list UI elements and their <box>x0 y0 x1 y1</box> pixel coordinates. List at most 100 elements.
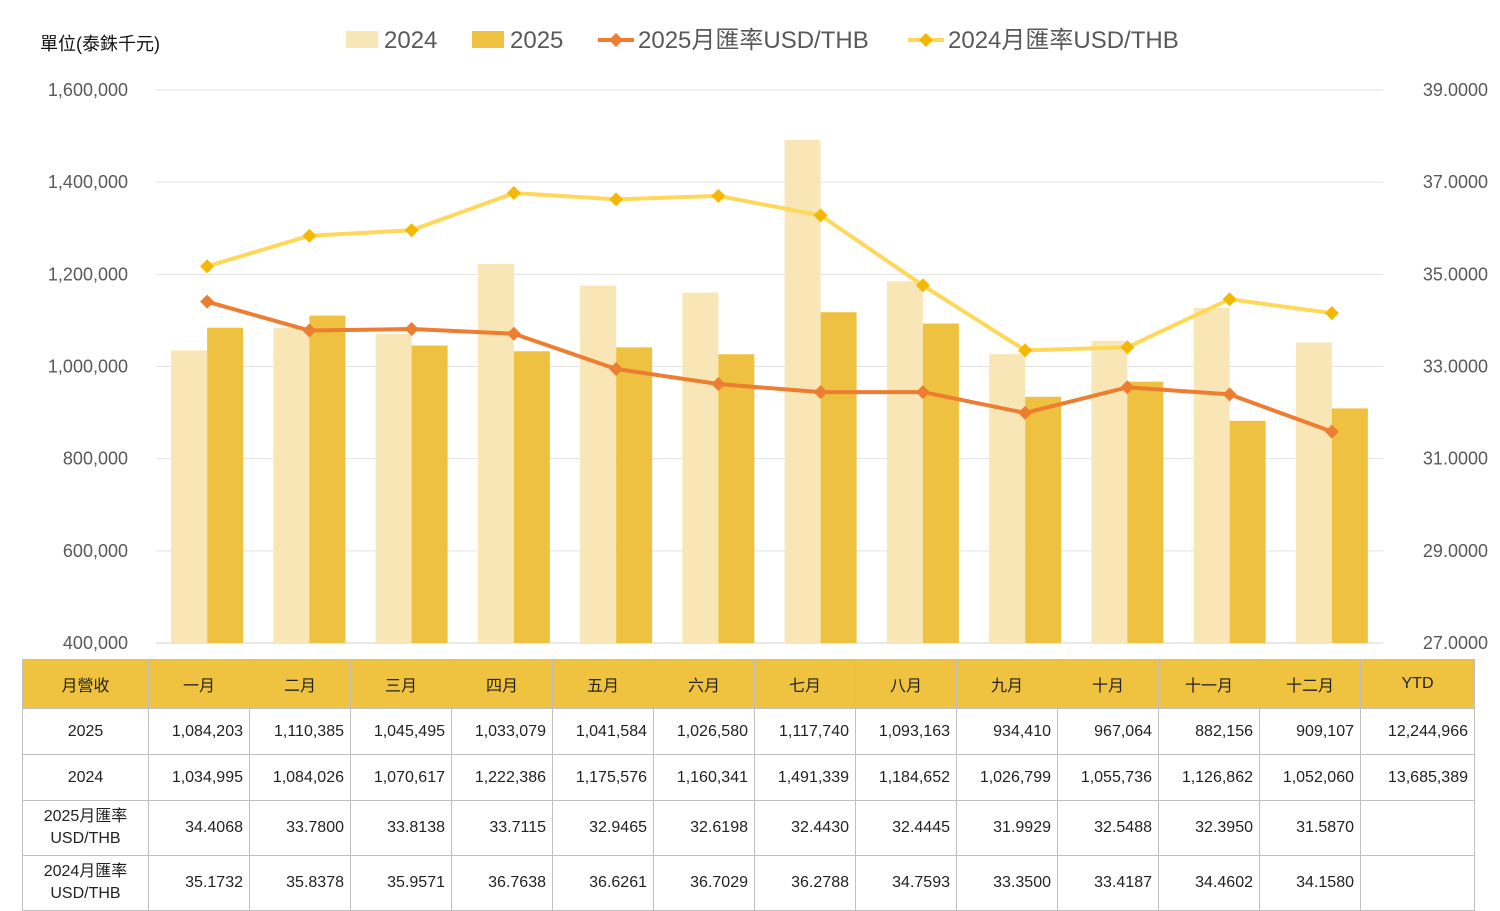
table-cell: 33.7115 <box>451 800 553 856</box>
table-header-cell: 九月 <box>956 659 1058 709</box>
table-cell: 32.9465 <box>552 800 654 856</box>
bar-2025 <box>411 345 448 643</box>
table-cell-ytd <box>1360 800 1475 856</box>
point-2025月匯率USD/THB <box>915 385 930 400</box>
table-cell: 34.4068 <box>148 800 250 856</box>
table-cell: 1,026,580 <box>653 708 755 755</box>
bar-2025 <box>1229 420 1266 643</box>
table-cell: 1,160,341 <box>653 754 755 801</box>
table-cell: 33.3500 <box>956 855 1058 911</box>
point-2024月匯率USD/THB <box>506 186 521 201</box>
point-2025月匯率USD/THB <box>404 321 419 336</box>
table-cell: 1,491,339 <box>754 754 856 801</box>
table-row: 2025月匯率 USD/THB 34.4068 33.7800 33.8138 3… <box>22 800 1475 856</box>
bar-2024 <box>375 333 412 643</box>
table-cell: 33.7800 <box>249 800 351 856</box>
row-label: 2024 <box>22 754 149 801</box>
point-2025月匯率USD/THB <box>711 377 726 392</box>
table-cell: 1,070,617 <box>350 754 452 801</box>
table-header-cell: 四月 <box>451 659 553 709</box>
point-2025月匯率USD/THB <box>1120 380 1135 395</box>
bar-2025 <box>513 351 550 643</box>
table-cell: 909,107 <box>1259 708 1361 755</box>
table-header-cell: 十一月 <box>1158 659 1260 709</box>
row-label: 2024月匯率 USD/THB <box>22 855 149 911</box>
table-cell-ytd: 12,244,966 <box>1360 708 1475 755</box>
table-cell: 32.4430 <box>754 800 856 856</box>
table-cell: 32.4445 <box>855 800 957 856</box>
table-row: 2024月匯率 USD/THB 35.1732 35.8378 35.9571 3… <box>22 855 1475 911</box>
table-cell: 31.5870 <box>1259 800 1361 856</box>
table-cell: 1,034,995 <box>148 754 250 801</box>
y-left-tick-label: 600,000 <box>63 541 128 561</box>
table-cell: 36.2788 <box>754 855 856 911</box>
table-cell: 1,045,495 <box>350 708 452 755</box>
table-cell: 35.8378 <box>249 855 351 911</box>
row-label: 2025月匯率 USD/THB <box>22 800 149 856</box>
row-label-line: 2024月匯率 <box>43 863 128 881</box>
combo-chart: 400,000 600,000 800,000 1,000,000 1,200,000 1… <box>48 27 1488 653</box>
bar-2025 <box>718 354 755 643</box>
y-right-tick-label: 31.0000 <box>1423 449 1488 469</box>
table-header-cell: 十二月 <box>1259 659 1361 709</box>
point-2024月匯率USD/THB <box>711 188 726 203</box>
bar-2024 <box>1295 342 1332 643</box>
bar-2024 <box>171 350 208 643</box>
table-header-cell: 八月 <box>855 659 957 709</box>
bar-2024 <box>886 281 923 643</box>
table-header-cell: 五月 <box>552 659 654 709</box>
table-cell: 1,041,584 <box>552 708 654 755</box>
table-cell: 934,410 <box>956 708 1058 755</box>
y-left-tick-label: 1,000,000 <box>48 357 128 377</box>
point-2025月匯率USD/THB <box>609 361 624 376</box>
data-table: 月營收 一月 二月 三月 四月 五月 六月 七月 八月 九月 十月 十一月 十二… <box>22 659 1475 911</box>
table-header-cell: YTD <box>1360 659 1475 709</box>
y-right-tick-label: 27.0000 <box>1423 633 1488 653</box>
bar-2025 <box>820 312 857 643</box>
table-cell: 33.4187 <box>1057 855 1159 911</box>
legend-label: 2024月匯率USD/THB <box>948 27 1179 54</box>
point-2025月匯率USD/THB <box>1018 405 1033 420</box>
table-header-cell: 六月 <box>653 659 755 709</box>
table-cell: 1,184,652 <box>855 754 957 801</box>
table-cell: 1,110,385 <box>249 708 351 755</box>
table-cell: 882,156 <box>1158 708 1260 755</box>
y-right-tick-label: 35.0000 <box>1423 264 1488 284</box>
legend-label: 2025月匯率USD/THB <box>638 27 869 54</box>
table-cell: 34.4602 <box>1158 855 1260 911</box>
table-header-cell: 月營收 <box>22 659 149 709</box>
bar-2025 <box>309 315 346 643</box>
table-cell: 35.1732 <box>148 855 250 911</box>
table-cell: 1,222,386 <box>451 754 553 801</box>
table-cell: 1,093,163 <box>855 708 957 755</box>
legend-swatch <box>346 31 378 48</box>
y-right-tick-label: 33.0000 <box>1423 357 1488 377</box>
table-cell: 1,055,736 <box>1057 754 1159 801</box>
table-cell: 36.7638 <box>451 855 553 911</box>
y-left-tick-label: 1,200,000 <box>48 264 128 284</box>
bar-2024 <box>989 354 1026 643</box>
table-cell-ytd: 13,685,389 <box>1360 754 1475 801</box>
unit-label: 單位(泰銖千元) <box>40 34 160 54</box>
legend-swatch <box>472 31 504 48</box>
legend-label: 2025 <box>510 27 563 54</box>
table-cell: 34.1580 <box>1259 855 1361 911</box>
bar-2024 <box>477 264 514 643</box>
bar-2024 <box>580 285 617 643</box>
table-cell: 1,175,576 <box>552 754 654 801</box>
bar-2025 <box>616 347 653 643</box>
y-left-tick-label: 1,400,000 <box>48 172 128 192</box>
table-cell: 32.5488 <box>1057 800 1159 856</box>
point-2024月匯率USD/THB <box>200 259 215 274</box>
legend-marker <box>609 33 623 47</box>
legend-label: 2024 <box>384 27 437 54</box>
table-header-row: 月營收 一月 二月 三月 四月 五月 六月 七月 八月 九月 十月 十一月 十二… <box>22 659 1475 709</box>
table-cell: 36.7029 <box>653 855 755 911</box>
table-cell: 1,033,079 <box>451 708 553 755</box>
table-header-cell: 七月 <box>754 659 856 709</box>
table-cell-ytd <box>1360 855 1475 911</box>
row-label: 2025 <box>22 708 149 755</box>
table-header-cell: 十月 <box>1057 659 1159 709</box>
y-left-tick-label: 1,600,000 <box>48 80 128 100</box>
point-2025月匯率USD/THB <box>302 323 317 338</box>
